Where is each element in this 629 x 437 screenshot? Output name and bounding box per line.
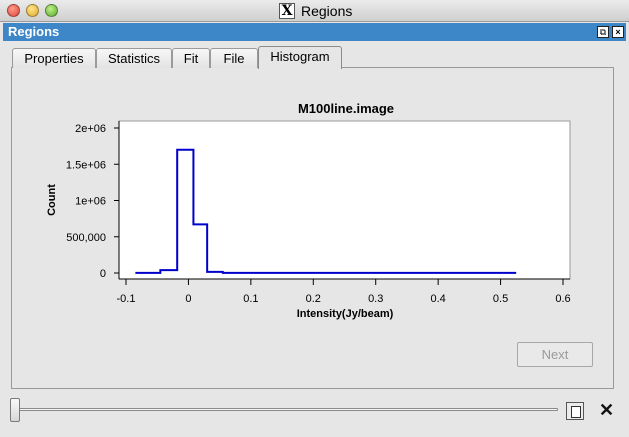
y-tick-label: 500,000 <box>66 232 106 244</box>
plot-area <box>118 120 571 280</box>
dock-title: Regions <box>8 24 60 39</box>
close-dock-icon[interactable]: × <box>612 26 624 38</box>
tab-file[interactable]: File <box>210 48 258 68</box>
zoom-window-icon[interactable] <box>45 4 58 17</box>
tab-statistics[interactable]: Statistics <box>96 48 172 68</box>
x-axis-label: Intensity(Jy/beam) <box>297 308 394 320</box>
tab-fit[interactable]: Fit <box>172 48 210 68</box>
y-tick-label: 2e+06 <box>75 123 106 135</box>
x-tick-label: 0.3 <box>368 293 383 305</box>
x-tick-label: 0.5 <box>493 293 508 305</box>
x-tick-group: -0.1 0 0.1 0.2 0.3 0.4 0.5 0.6 <box>117 279 571 305</box>
tab-properties[interactable]: Properties <box>12 48 96 68</box>
dock-titlebar[interactable]: Regions ⧉ × <box>3 23 626 41</box>
x-tick-label: 0.4 <box>430 293 445 305</box>
float-dock-icon[interactable]: ⧉ <box>597 26 609 38</box>
next-button[interactable]: Next <box>517 342 593 367</box>
window-titlebar[interactable]: X Regions <box>0 0 629 22</box>
x-tick-label: 0.1 <box>243 293 258 305</box>
tab-histogram[interactable]: Histogram <box>258 46 342 69</box>
clipboard-icon[interactable] <box>566 402 584 420</box>
y-tick-label: 0 <box>100 268 106 280</box>
x-tick-label: -0.1 <box>117 293 136 305</box>
minimize-window-icon[interactable] <box>26 4 39 17</box>
delete-region-icon[interactable]: ✕ <box>599 400 615 420</box>
slider-track[interactable] <box>13 408 558 411</box>
y-axis-label: Count <box>46 184 58 216</box>
y-tick-group: 0 500,000 1e+06 1.5e+06 2e+06 <box>66 123 119 280</box>
histogram-series-line <box>135 148 517 274</box>
x-tick-label: 0 <box>185 293 191 305</box>
slider-handle[interactable] <box>10 398 20 422</box>
x-tick-label: 0.2 <box>306 293 321 305</box>
chart-title: M100line.image <box>298 101 394 116</box>
y-tick-label: 1.5e+06 <box>66 159 106 171</box>
close-window-icon[interactable] <box>7 4 20 17</box>
x-tick-label: 0.6 <box>555 293 570 305</box>
y-tick-label: 1e+06 <box>75 196 106 208</box>
x11-logo-icon: X <box>279 3 295 19</box>
window-title: Regions <box>301 3 353 19</box>
